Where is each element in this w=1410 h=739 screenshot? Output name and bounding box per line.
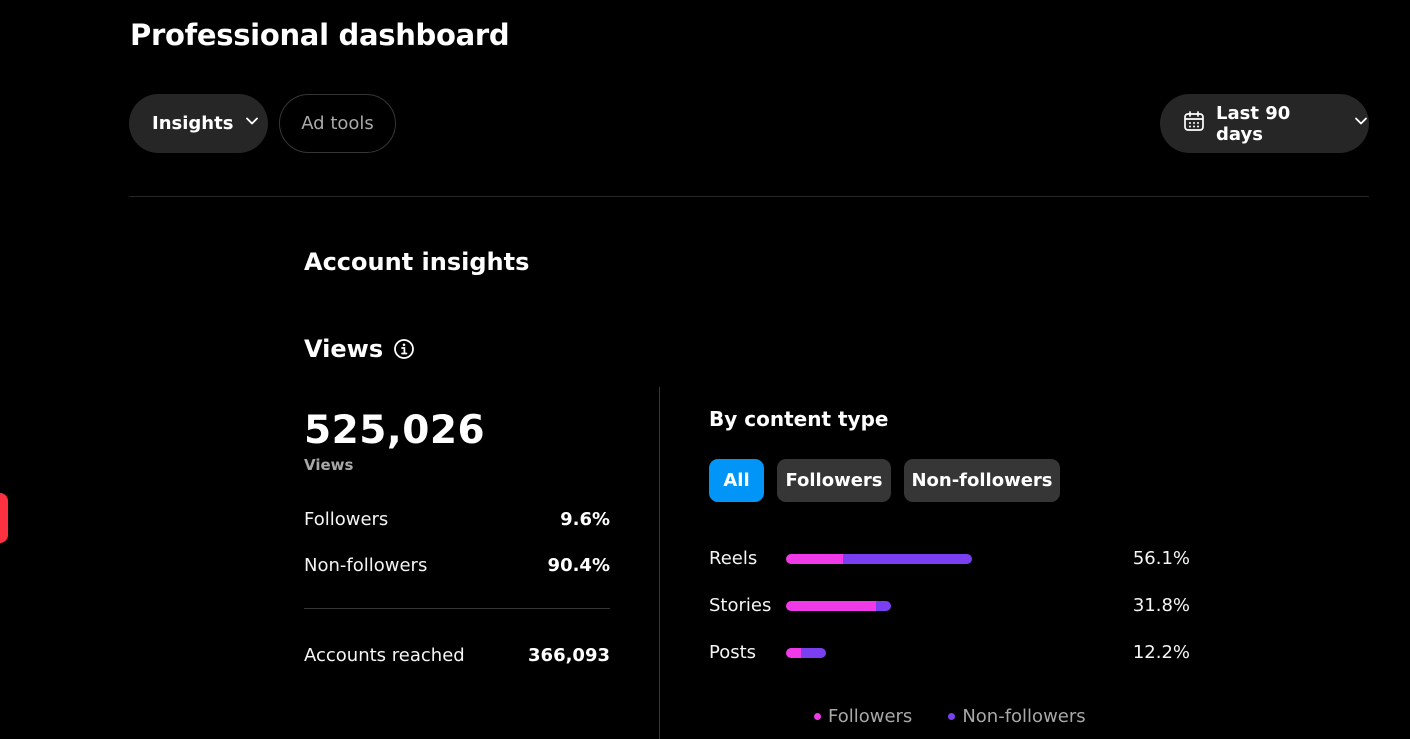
bar-row-stories: Stories 31.8%	[709, 595, 1190, 619]
bar-track-posts	[786, 648, 986, 658]
filter-followers-button[interactable]: Followers	[777, 459, 891, 502]
bar-stories-followers	[786, 601, 876, 611]
legend-label-non-followers: Non-followers	[962, 706, 1086, 727]
bar-row-reels: Reels 56.1%	[709, 548, 1190, 572]
bar-reels-followers	[786, 554, 844, 564]
insights-label: Insights	[152, 113, 234, 134]
accounts-reached-row[interactable]: Accounts reached 366,093	[304, 645, 610, 666]
bar-track-reels	[786, 554, 986, 564]
bar-value-stories: 31.8%	[1132, 595, 1190, 616]
filter-non-followers-button[interactable]: Non-followers	[904, 459, 1060, 502]
views-heading: Views	[304, 335, 415, 363]
info-icon[interactable]	[393, 338, 415, 360]
header-divider	[129, 196, 1369, 197]
legend-dot-non-followers	[948, 713, 956, 720]
account-insights-title: Account insights	[304, 248, 530, 276]
legend-label-followers: Followers	[828, 706, 913, 727]
ad-tools-label: Ad tools	[301, 113, 374, 134]
bar-value-posts: 12.2%	[1132, 642, 1190, 663]
bar-stories-non-followers	[875, 601, 892, 611]
filter-all-button[interactable]: All	[709, 459, 764, 502]
chevron-down-icon	[1353, 113, 1369, 134]
bar-label-stories: Stories	[709, 595, 772, 616]
non-followers-stat-label: Non-followers	[304, 555, 428, 576]
legend-dot-followers	[814, 713, 821, 720]
views-total: 525,026	[304, 408, 486, 453]
insights-dropdown-button[interactable]: Insights	[129, 94, 268, 153]
views-total-caption: Views	[304, 456, 354, 474]
bar-label-reels: Reels	[709, 548, 758, 569]
ad-tools-button[interactable]: Ad tools	[279, 94, 396, 153]
panel-divider	[659, 387, 660, 739]
legend-item-followers: Followers	[814, 706, 912, 727]
chart-legend: Followers Non-followers	[814, 706, 1122, 727]
chevron-down-icon	[244, 113, 260, 134]
non-followers-stat-value: 90.4%	[547, 555, 610, 576]
accounts-reached-label: Accounts reached	[304, 645, 465, 666]
bar-value-reels: 56.1%	[1132, 548, 1190, 569]
bar-track-stories	[786, 601, 986, 611]
page-title: Professional dashboard	[130, 18, 510, 52]
date-range-dropdown-button[interactable]: Last 90 days	[1160, 94, 1369, 153]
date-range-label: Last 90 days	[1216, 102, 1291, 145]
bar-reels-non-followers	[843, 554, 972, 564]
followers-stat-label: Followers	[304, 509, 389, 530]
bar-row-posts: Posts 12.2%	[709, 642, 1190, 666]
followers-stat-row: Followers 9.6%	[304, 509, 610, 530]
calendar-icon	[1183, 110, 1205, 137]
side-edge-tab[interactable]	[0, 493, 8, 543]
legend-item-non-followers: Non-followers	[948, 706, 1086, 727]
bar-posts-non-followers	[801, 648, 827, 658]
followers-stat-value: 9.6%	[560, 509, 610, 530]
by-content-type-title: By content type	[709, 407, 889, 431]
bar-posts-followers	[786, 648, 802, 658]
bar-label-posts: Posts	[709, 642, 757, 663]
accounts-reached-value: 366,093	[528, 645, 610, 666]
stats-divider	[304, 608, 610, 609]
views-heading-label: Views	[304, 335, 384, 363]
non-followers-stat-row: Non-followers 90.4%	[304, 555, 610, 576]
